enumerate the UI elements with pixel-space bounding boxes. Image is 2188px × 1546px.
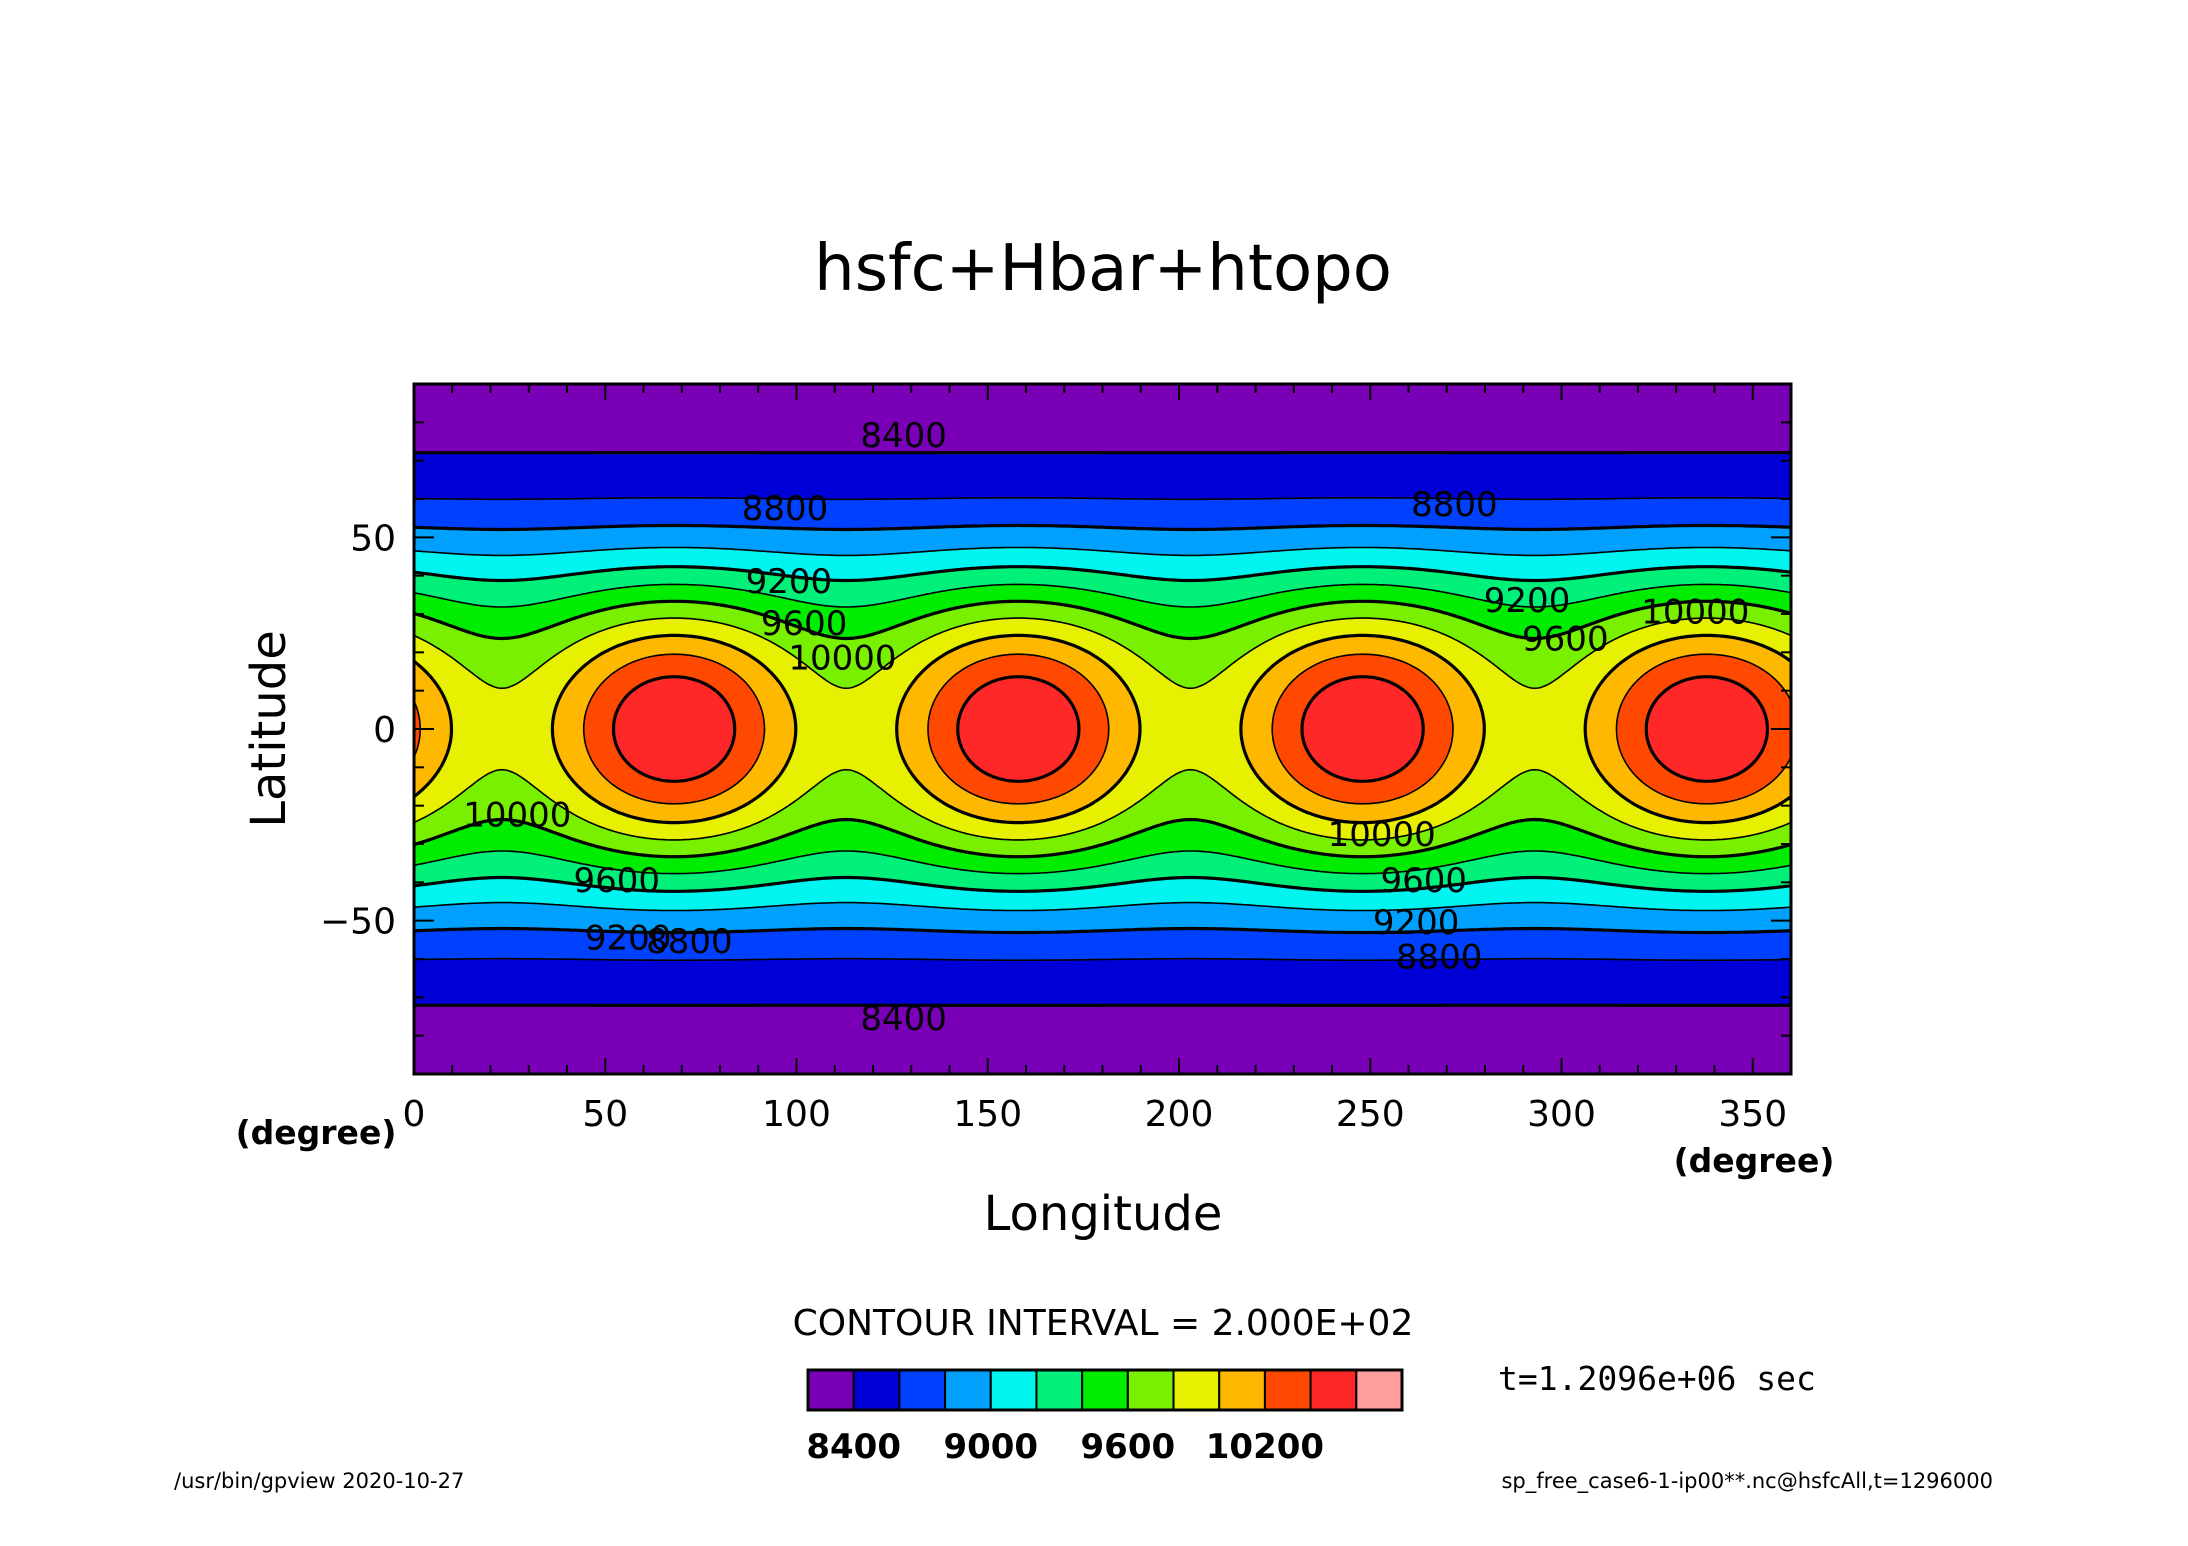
plot-area: 8400880092009600100008800920096001000010…	[412, 382, 1793, 1076]
axis-ticks	[413, 383, 1792, 1075]
contour-line-10000	[414, 633, 1791, 825]
contour-label: 9200	[1373, 903, 1460, 943]
y-tick-label: −50	[320, 902, 396, 943]
x-unit-left: (degree)	[236, 1113, 397, 1152]
time-label: t=1.2096e+06 sec	[1498, 1359, 1816, 1398]
contour-label: 9600	[1381, 861, 1468, 901]
contour-lines	[414, 451, 1791, 1007]
y-tick-label: 50	[350, 518, 396, 559]
y-axis-label: Latitude	[241, 630, 297, 828]
footer-left: /usr/bin/gpview 2020-10-27	[174, 1469, 464, 1493]
contour-line-8800	[414, 523, 1791, 935]
x-tick-label: 150	[953, 1094, 1022, 1135]
contour-label: 10000	[1641, 593, 1749, 633]
contour-interval-label: CONTOUR INTERVAL = 2.000E+02	[793, 1303, 1414, 1344]
colorbar-swatch	[1355, 1369, 1404, 1411]
colorbar-swatch	[944, 1369, 992, 1411]
contour-line-10400	[611, 675, 1770, 783]
footer-right: sp_free_case6-1-ip00**.nc@hsfcAll,t=1296…	[1501, 1469, 1993, 1494]
contour-label: 9600	[761, 604, 848, 644]
contour-label: 9600	[1522, 619, 1609, 659]
colorbar-swatch	[1126, 1369, 1175, 1411]
colorbar-tick-label: 10200	[1206, 1427, 1324, 1467]
x-tick-label: 200	[1145, 1094, 1214, 1135]
x-tick-label: 300	[1527, 1094, 1596, 1135]
y-tick-labels: 50 0 −50	[320, 518, 396, 942]
colorbar-swatch	[1081, 1369, 1129, 1411]
colorbar-swatch	[852, 1369, 901, 1411]
contour-label: 9200	[585, 918, 672, 958]
contour-label: 8400	[860, 999, 947, 1039]
contour-line-8400	[414, 451, 1791, 1007]
colorbar-swatch	[807, 1369, 855, 1411]
contour-line-9000	[414, 546, 1791, 912]
colorbar-tick-labels: 8400 9000 9600 10200	[806, 1427, 1324, 1467]
contour-label: 10000	[788, 639, 896, 679]
x-tick-label: 350	[1718, 1094, 1787, 1135]
contour-line-9400	[414, 583, 1791, 875]
contour-line-9200	[414, 565, 1791, 893]
contour-label: 9200	[1484, 581, 1571, 621]
colorbar-swatch	[1263, 1369, 1312, 1411]
x-tick-label: 100	[762, 1094, 831, 1135]
contour-label: 9200	[746, 562, 833, 602]
colorbar-frame	[806, 1368, 1404, 1412]
x-unit-right: (degree)	[1674, 1141, 1835, 1180]
x-tick-label: 0	[403, 1094, 426, 1135]
contour-labels: 8400880092009600100008800920096001000010…	[463, 416, 1749, 1039]
contour-label: 10000	[463, 796, 571, 836]
contour-label: 8800	[742, 489, 829, 529]
colorbar-swatch	[1309, 1369, 1358, 1411]
chart-title: hsfc+Hbar+htopo	[814, 232, 1392, 306]
x-tick-label: 250	[1336, 1094, 1405, 1135]
contour-label: 9600	[573, 861, 660, 901]
x-tick-labels: 0 50 100 150 200 250 300 350	[403, 1094, 1788, 1135]
colorbar-swatch	[1218, 1369, 1266, 1411]
contour-line-10200	[414, 653, 1791, 805]
height-field	[414, 384, 1791, 1074]
contour-label: 8400	[860, 416, 947, 456]
colorbar-tick-label: 9600	[1081, 1427, 1176, 1467]
colorbar-swatch	[898, 1369, 947, 1411]
contour-label: 10000	[1328, 815, 1436, 855]
contour-line-9600	[414, 599, 1791, 859]
y-tick-label: 0	[373, 710, 396, 751]
colorbar-swatch	[1035, 1369, 1084, 1411]
colorbar-tick-label: 9000	[943, 1427, 1038, 1467]
colorbar	[806, 1368, 1404, 1412]
colorbar-swatch	[1172, 1369, 1221, 1411]
contour-label: 8800	[1411, 485, 1498, 525]
colorbar-tick-label: 8400	[806, 1427, 901, 1467]
colorbar-swatch	[989, 1369, 1038, 1411]
x-axis-label: Longitude	[984, 1186, 1223, 1242]
x-tick-label: 50	[582, 1094, 628, 1135]
contour-line-9800	[414, 617, 1791, 841]
contour-label: 8800	[1396, 938, 1483, 978]
contour-label: 8800	[646, 922, 733, 962]
